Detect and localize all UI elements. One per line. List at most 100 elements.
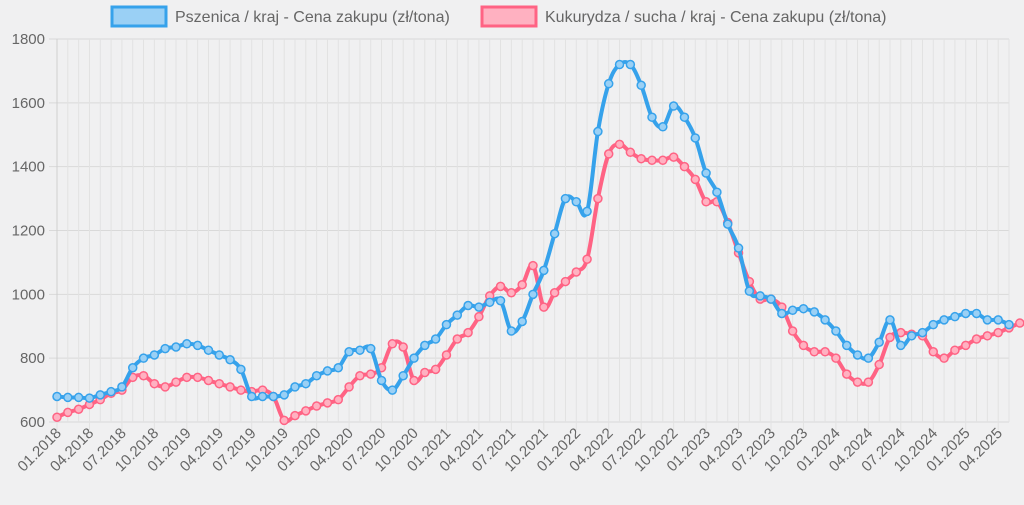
data-point-corn[interactable] [647, 155, 657, 166]
data-point-corn[interactable] [841, 369, 852, 379]
data-point-corn[interactable] [73, 404, 84, 414]
data-point-wheat[interactable] [73, 392, 84, 403]
data-point-corn[interactable] [960, 340, 971, 351]
data-point-wheat[interactable] [387, 385, 398, 395]
data-point-corn[interactable] [387, 339, 398, 349]
data-point-corn[interactable] [603, 149, 614, 159]
data-point-wheat[interactable] [430, 334, 441, 344]
data-point-corn[interactable] [52, 412, 62, 422]
data-point-wheat[interactable] [463, 300, 473, 311]
data-point-wheat[interactable] [171, 342, 181, 352]
data-point-corn[interactable] [885, 332, 895, 343]
data-point-wheat[interactable] [117, 382, 127, 392]
data-point-corn[interactable] [852, 377, 863, 387]
data-point-corn[interactable] [214, 378, 225, 389]
data-point-wheat[interactable] [712, 187, 722, 197]
data-point-corn[interactable] [668, 152, 679, 162]
data-point-wheat[interactable] [571, 197, 582, 207]
data-point-corn[interactable] [506, 287, 517, 298]
data-point-wheat[interactable] [701, 168, 711, 178]
data-point-wheat[interactable] [376, 375, 387, 386]
data-point-wheat[interactable] [517, 316, 527, 327]
data-point-wheat[interactable] [690, 133, 701, 143]
data-point-corn[interactable] [614, 139, 625, 150]
data-point-corn[interactable] [333, 394, 344, 405]
data-point-wheat[interactable] [409, 353, 419, 363]
data-point-corn[interactable] [679, 161, 690, 172]
data-point-corn[interactable] [658, 155, 668, 166]
data-point-corn[interactable] [874, 359, 884, 370]
data-point-wheat[interactable] [506, 326, 517, 336]
data-point-corn[interactable] [690, 174, 701, 185]
data-point-corn[interactable] [571, 267, 582, 277]
data-point-corn[interactable] [820, 347, 830, 357]
data-point-corn[interactable] [971, 334, 982, 344]
data-point-corn[interactable] [701, 197, 711, 207]
data-point-wheat[interactable] [679, 112, 690, 122]
data-point-wheat[interactable] [722, 219, 733, 229]
data-point-corn[interactable] [809, 347, 820, 357]
data-point-wheat[interactable] [311, 370, 322, 381]
data-point-corn[interactable] [593, 193, 603, 204]
data-point-wheat[interactable] [896, 340, 906, 351]
legend-item-wheat[interactable]: Pszenica / kraj - Cena zakupu (zł/tona) [110, 5, 450, 28]
data-point-wheat[interactable] [939, 315, 949, 325]
data-point-wheat[interactable] [484, 297, 495, 308]
data-point-corn[interactable] [625, 147, 636, 158]
data-point-wheat[interactable] [160, 343, 170, 354]
data-point-wheat[interactable] [668, 101, 679, 111]
data-point-corn[interactable] [301, 406, 311, 416]
data-point-corn[interactable] [63, 407, 73, 418]
data-point-wheat[interactable] [625, 59, 636, 70]
data-point-wheat[interactable] [777, 308, 787, 319]
data-point-wheat[interactable] [95, 390, 106, 400]
data-point-wheat[interactable] [52, 391, 62, 402]
data-point-wheat[interactable] [874, 337, 884, 347]
data-point-wheat[interactable] [787, 305, 798, 316]
data-point-corn[interactable] [831, 353, 841, 363]
data-point-corn[interactable] [441, 350, 452, 360]
data-point-corn[interactable] [236, 385, 246, 395]
data-point-corn[interactable] [863, 377, 874, 387]
data-point-corn[interactable] [787, 326, 798, 336]
data-point-wheat[interactable] [971, 308, 982, 319]
data-point-wheat[interactable] [344, 347, 354, 357]
data-point-wheat[interactable] [960, 308, 971, 319]
data-point-wheat[interactable] [214, 350, 225, 360]
data-point-wheat[interactable] [495, 295, 506, 306]
data-point-corn[interactable] [160, 382, 170, 392]
data-point-wheat[interactable] [982, 315, 993, 325]
data-point-wheat[interactable] [658, 122, 668, 132]
data-point-wheat[interactable] [809, 307, 820, 317]
data-point-wheat[interactable] [63, 392, 73, 403]
data-point-wheat[interactable] [225, 355, 235, 365]
data-point-wheat[interactable] [560, 193, 571, 204]
data-point-corn[interactable] [993, 327, 1003, 338]
data-point-corn[interactable] [517, 280, 527, 290]
data-point-wheat[interactable] [203, 345, 214, 355]
data-point-wheat[interactable] [863, 353, 874, 363]
data-point-corn[interactable] [495, 281, 506, 292]
data-point-wheat[interactable] [593, 126, 603, 137]
data-point-wheat[interactable] [279, 390, 289, 400]
data-point-corn[interactable] [539, 302, 549, 312]
data-point-wheat[interactable] [301, 378, 311, 389]
data-point-corn[interactable] [409, 375, 419, 386]
data-point-wheat[interactable] [885, 315, 895, 325]
data-point-wheat[interactable] [355, 345, 365, 355]
data-point-corn[interactable] [192, 372, 203, 383]
data-point-corn[interactable] [149, 378, 160, 389]
data-point-wheat[interactable] [236, 364, 246, 375]
data-point-wheat[interactable] [257, 391, 268, 402]
data-point-corn[interactable] [290, 410, 300, 421]
data-point-wheat[interactable] [127, 362, 138, 373]
data-point-corn[interactable] [1015, 318, 1024, 328]
data-point-wheat[interactable] [192, 340, 203, 351]
data-point-corn[interactable] [225, 382, 235, 392]
data-point-wheat[interactable] [268, 391, 279, 402]
data-point-wheat[interactable] [474, 302, 484, 312]
data-point-wheat[interactable] [106, 386, 116, 397]
data-point-wheat[interactable] [603, 78, 614, 89]
data-point-corn[interactable] [171, 377, 181, 387]
data-point-corn[interactable] [279, 415, 289, 426]
